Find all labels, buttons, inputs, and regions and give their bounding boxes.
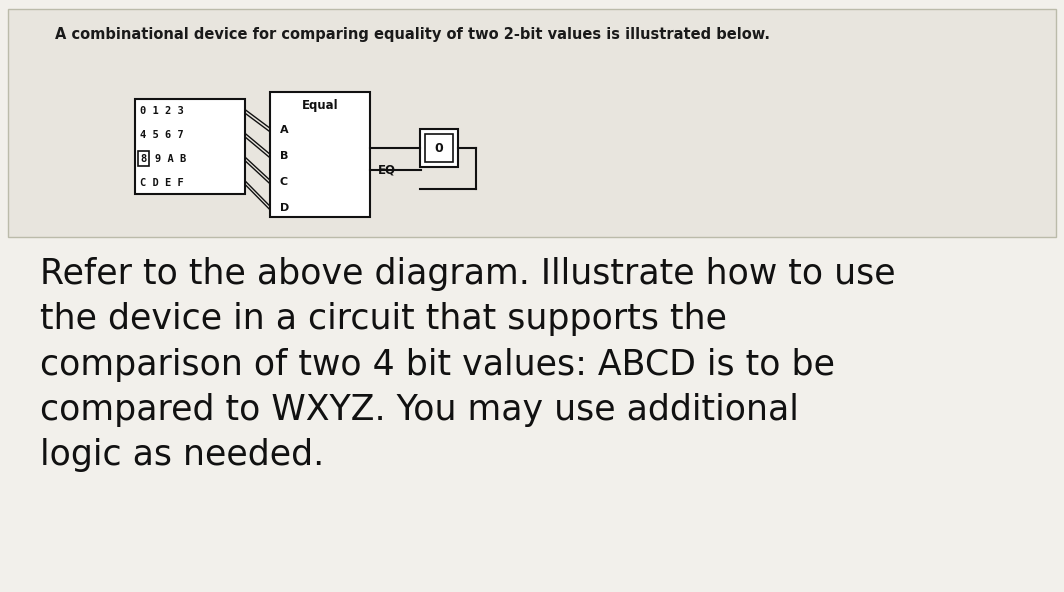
Text: C: C [280,177,288,187]
Text: Equal: Equal [302,99,338,112]
Text: A combinational device for comparing equality of two 2-bit values is illustrated: A combinational device for comparing equ… [55,27,770,42]
Bar [135,99,245,194]
Bar [425,134,453,162]
Text: D: D [280,203,289,213]
Text: B: B [280,151,288,161]
Text: 4 5 6 7: 4 5 6 7 [140,130,184,140]
Text: 0: 0 [434,141,444,155]
Bar [270,92,370,217]
Text: 9 A B: 9 A B [155,154,186,164]
Text: Refer to the above diagram. Illustrate how to use
the device in a circuit that s: Refer to the above diagram. Illustrate h… [40,257,896,472]
Bar [137,151,149,166]
Text: A: A [280,125,288,135]
Text: 8: 8 [140,154,147,164]
Bar [420,129,458,167]
Text: C D E F: C D E F [140,178,184,188]
Text: 0 1 2 3: 0 1 2 3 [140,107,184,117]
Bar [9,9,1055,237]
Text: EQ: EQ [378,163,396,176]
